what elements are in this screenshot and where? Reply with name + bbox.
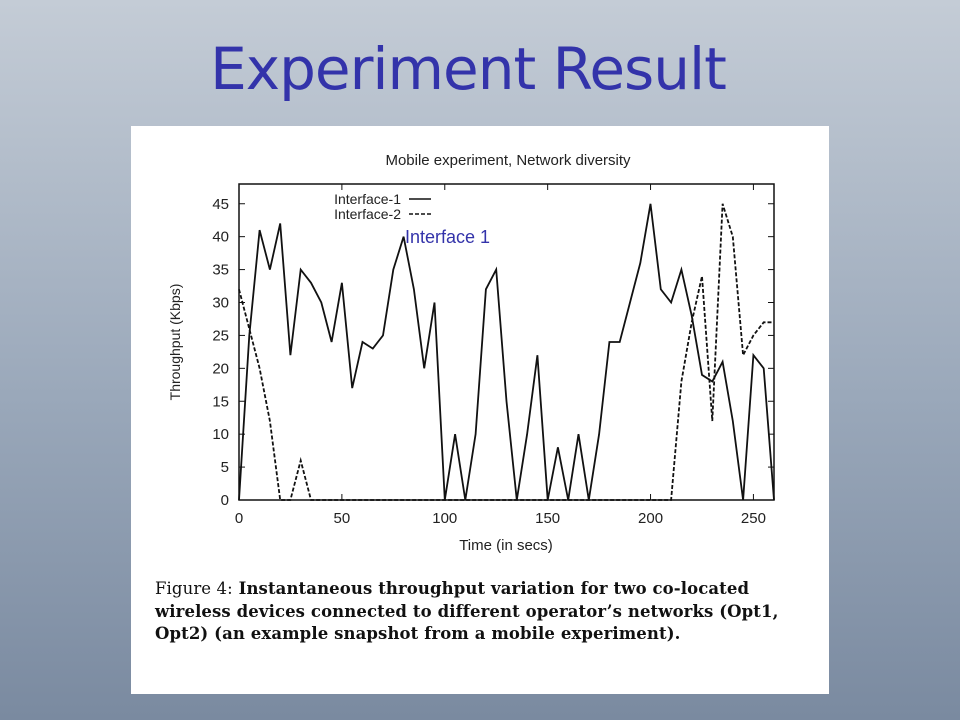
plot-frame <box>238 183 775 501</box>
caption-text: Instantaneous throughput variation for t… <box>155 579 779 643</box>
y-tick-label: 45 <box>212 196 229 213</box>
y-tick-label: 15 <box>212 393 229 410</box>
x-tick-label: 150 <box>535 510 560 527</box>
legend-label-interface-2: Interface-2 <box>334 206 401 222</box>
series-layer <box>238 203 775 501</box>
x-tick-label: 200 <box>638 510 663 527</box>
y-tick-label: 5 <box>221 459 229 476</box>
y-tick-label: 20 <box>212 360 229 377</box>
x-tick-label: 250 <box>741 510 766 527</box>
y-tick-label: 40 <box>212 229 229 246</box>
y-tick-label: 25 <box>212 327 229 344</box>
legend-label-interface-1: Interface-1 <box>334 191 401 207</box>
y-tick-label: 10 <box>212 426 229 443</box>
figure-panel: Mobile experiment, Network diversity 0 50… <box>131 126 829 694</box>
series-line-interface-2 <box>238 203 774 501</box>
caption-label: Figure 4: <box>155 579 233 598</box>
y-tick-label: 30 <box>212 295 229 312</box>
x-tick-label: 0 <box>235 510 243 527</box>
figure-caption: Figure 4: Instantaneous throughput varia… <box>155 578 813 646</box>
y-tick-label: 0 <box>221 492 229 509</box>
series-line-interface-1 <box>238 203 775 501</box>
axis-ticks: 0 50 100 150 200 250 0 5 10 15 20 25 30 35 40 45 <box>212 184 774 527</box>
x-tick-label: 100 <box>432 510 457 527</box>
chart-title: Mobile experiment, Network diversity <box>385 152 631 169</box>
y-tick-label: 35 <box>212 262 229 279</box>
x-axis-label: Time (in secs) <box>459 537 553 554</box>
interface-1-annotation: Interface 1 <box>405 227 490 247</box>
slide-title: Experiment Result <box>210 35 727 103</box>
y-axis-label: Throughput (Kbps) <box>167 284 183 401</box>
throughput-chart: Mobile experiment, Network diversity 0 50… <box>167 152 775 554</box>
x-tick-label: 50 <box>334 510 351 527</box>
